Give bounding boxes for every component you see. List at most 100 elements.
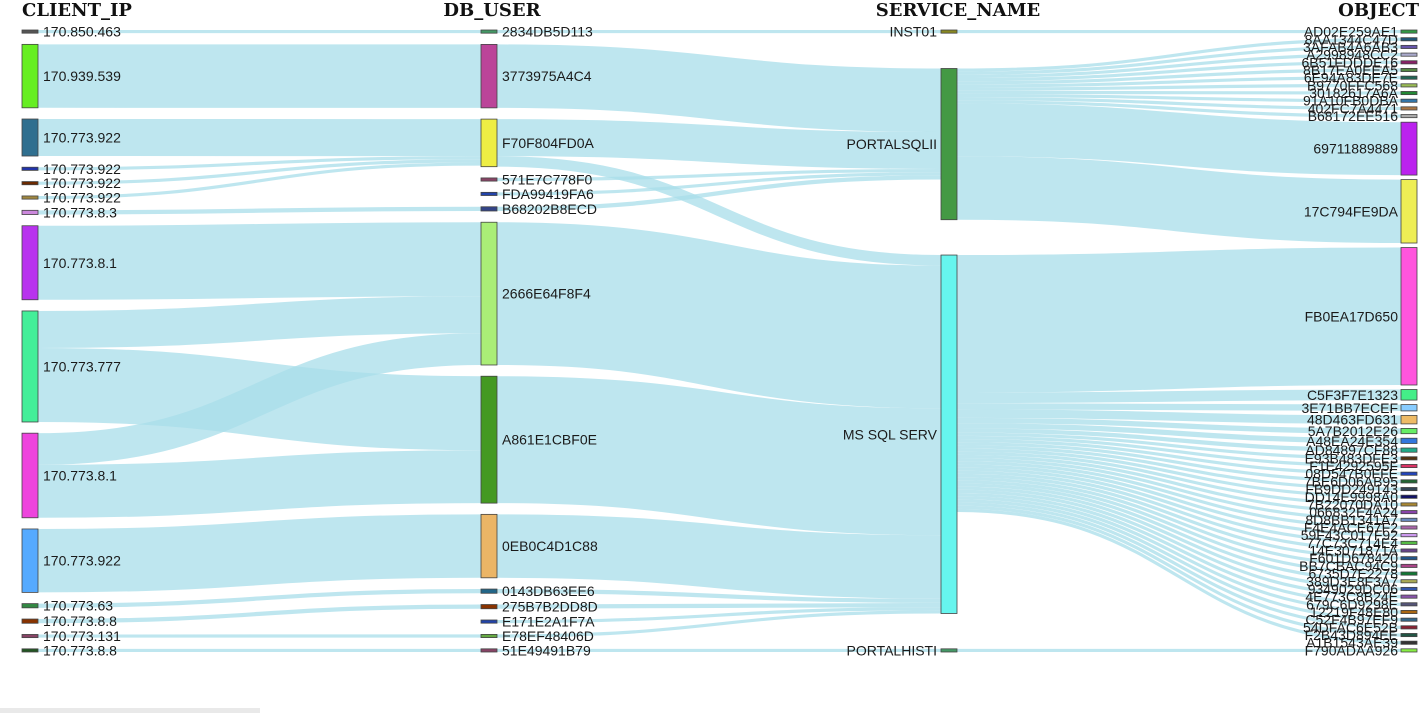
sankey-link[interactable] <box>956 489 1402 599</box>
sankey-node[interactable] <box>1400 494 1418 499</box>
sankey-link[interactable] <box>956 432 1402 460</box>
sankey-node[interactable] <box>21 29 39 34</box>
sankey-link[interactable] <box>496 222 942 409</box>
sankey-link[interactable] <box>37 589 482 608</box>
sankey-link[interactable] <box>496 44 942 132</box>
sankey-link[interactable] <box>956 454 1402 514</box>
sankey-node[interactable] <box>1400 121 1418 176</box>
sankey-node[interactable] <box>1400 447 1418 453</box>
sankey-link[interactable] <box>956 467 1402 545</box>
sankey-node[interactable] <box>1400 179 1418 244</box>
sankey-link[interactable] <box>37 296 482 348</box>
sankey-node[interactable] <box>21 43 39 109</box>
sankey-link[interactable] <box>956 508 1402 645</box>
sankey-node[interactable] <box>1400 586 1418 591</box>
sankey-link[interactable] <box>37 514 482 593</box>
sankey-node[interactable] <box>1400 617 1418 622</box>
sankey-node[interactable] <box>21 118 39 157</box>
sankey-node[interactable] <box>21 209 39 215</box>
sankey-node[interactable] <box>1400 114 1418 119</box>
sankey-node[interactable] <box>1400 68 1418 72</box>
sankey-link[interactable] <box>956 439 1402 476</box>
sankey-node[interactable] <box>480 29 498 34</box>
sankey-link[interactable] <box>956 445 1402 491</box>
sankey-node[interactable] <box>1400 517 1418 522</box>
sankey-link[interactable] <box>956 76 1402 88</box>
sankey-node[interactable] <box>1400 389 1418 401</box>
sankey-node[interactable] <box>1400 502 1418 507</box>
sankey-link[interactable] <box>956 461 1402 530</box>
sankey-link[interactable] <box>956 470 1402 553</box>
sankey-link[interactable] <box>956 448 1402 499</box>
sankey-node[interactable] <box>940 648 958 653</box>
horizontal-scrollbar[interactable] <box>0 708 260 713</box>
sankey-link[interactable] <box>956 480 1402 576</box>
sankey-node[interactable] <box>1400 610 1418 614</box>
sankey-node[interactable] <box>480 118 498 168</box>
sankey-node[interactable] <box>1400 471 1418 476</box>
sankey-node[interactable] <box>1400 556 1418 561</box>
sankey-node[interactable] <box>1400 106 1418 111</box>
sankey-link[interactable] <box>956 60 1402 82</box>
sankey-node[interactable] <box>21 195 39 200</box>
sankey-node[interactable] <box>1400 37 1418 42</box>
sankey-link[interactable] <box>956 464 1402 537</box>
sankey-node[interactable] <box>480 206 498 212</box>
sankey-node[interactable] <box>940 68 958 221</box>
sankey-node[interactable] <box>480 588 498 594</box>
sankey-link[interactable] <box>956 428 1402 453</box>
sankey-link[interactable] <box>956 83 1402 91</box>
sankey-link[interactable] <box>496 514 942 599</box>
sankey-node[interactable] <box>1400 533 1418 538</box>
sankey-link[interactable] <box>496 610 942 638</box>
sankey-node[interactable] <box>1400 510 1418 515</box>
sankey-node[interactable] <box>1400 52 1418 57</box>
sankey-link[interactable] <box>956 451 1402 507</box>
sankey-node[interactable] <box>480 648 498 653</box>
sankey-link[interactable] <box>956 100 1402 118</box>
sankey-link[interactable] <box>37 162 482 200</box>
sankey-link[interactable] <box>956 496 1402 614</box>
sankey-link[interactable] <box>956 37 1402 72</box>
sankey-node[interactable] <box>1400 640 1418 645</box>
sankey-node[interactable] <box>1400 625 1418 630</box>
sankey-node[interactable] <box>1400 415 1418 425</box>
sankey-node[interactable] <box>1400 571 1418 576</box>
sankey-link[interactable] <box>37 156 482 171</box>
sankey-link[interactable] <box>956 409 1402 424</box>
sankey-node[interactable] <box>480 513 498 579</box>
sankey-link[interactable] <box>956 389 1402 404</box>
sankey-link[interactable] <box>956 458 1402 522</box>
sankey-node[interactable] <box>1400 75 1418 80</box>
sankey-node[interactable] <box>1400 548 1418 553</box>
sankey-node[interactable] <box>1400 83 1418 88</box>
sankey-node[interactable] <box>1400 525 1418 530</box>
sankey-link[interactable] <box>956 103 1402 176</box>
sankey-node[interactable] <box>480 619 498 624</box>
sankey-link[interactable] <box>956 442 1402 483</box>
sankey-link[interactable] <box>956 97 1402 111</box>
sankey-node[interactable] <box>21 648 39 653</box>
sankey-node[interactable] <box>21 603 39 609</box>
sankey-node[interactable] <box>1400 98 1418 103</box>
sankey-node[interactable] <box>480 375 498 504</box>
sankey-node[interactable] <box>480 221 498 366</box>
sankey-node[interactable] <box>1400 60 1418 65</box>
sankey-node[interactable] <box>1400 648 1418 653</box>
sankey-link[interactable] <box>496 156 942 266</box>
sankey-node[interactable] <box>1400 44 1418 49</box>
sankey-link[interactable] <box>956 53 1402 79</box>
sankey-node[interactable] <box>1400 540 1418 545</box>
sankey-link[interactable] <box>956 492 1402 606</box>
sankey-link[interactable] <box>956 435 1402 468</box>
sankey-link[interactable] <box>37 604 482 624</box>
sankey-node[interactable] <box>480 634 498 638</box>
sankey-link[interactable] <box>956 247 1402 393</box>
sankey-node[interactable] <box>1400 602 1418 607</box>
sankey-link[interactable] <box>496 168 942 182</box>
sankey-node[interactable] <box>1400 579 1418 584</box>
sankey-link[interactable] <box>956 505 1402 637</box>
sankey-link[interactable] <box>37 222 482 300</box>
sankey-link[interactable] <box>956 483 1402 583</box>
sankey-link[interactable] <box>496 119 942 169</box>
